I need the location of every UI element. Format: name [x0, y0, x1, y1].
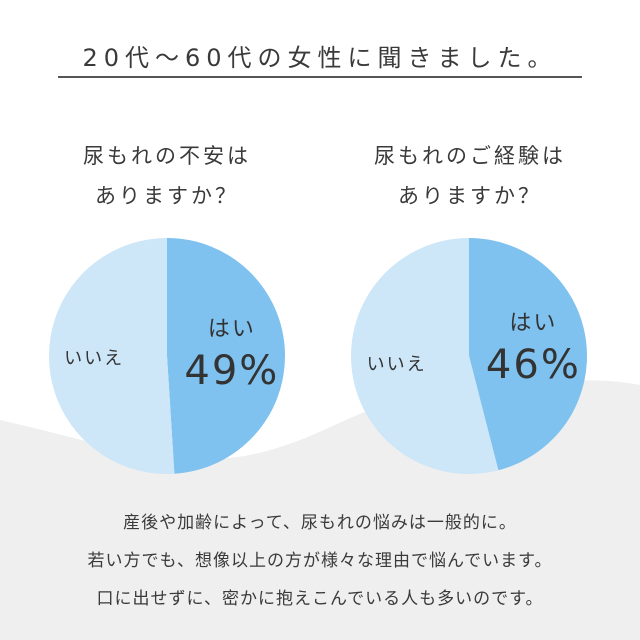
pie-slice-yes [469, 238, 587, 471]
question-2: 尿もれのご経験は ありますか？ [340, 136, 600, 216]
title-underline [58, 76, 582, 78]
pie-slice-no [351, 237, 499, 474]
footer-line-3: 口に出せずに、密かに抱えこんでいる人も多いのです。 [96, 589, 544, 609]
pie-chart-2: はい 46% いいえ [351, 237, 587, 474]
pie-percent-yes: 49% [184, 348, 279, 394]
pie-chart-1: はい 49% いいえ [48, 238, 285, 474]
question-1-line-2: ありますか？ [95, 184, 239, 208]
question-1-line-1: 尿もれの不安は [83, 144, 251, 168]
footer-line-2: 若い方でも、想像以上の方が様々な理由で悩んでいます。 [87, 551, 553, 571]
pie-label-yes: はい [208, 317, 256, 342]
pie-percent-yes: 46% [486, 342, 581, 388]
pie-slice-no [48, 238, 175, 474]
pie-label-yes: はい [509, 311, 557, 336]
footer-text: 産後や加齢によって、尿もれの悩みは一般的に。 若い方でも、想像以上の方が様々な理… [0, 504, 640, 618]
pie-label-no: いいえ [367, 354, 427, 375]
page-title: 20代〜60代の女性に聞きました。 [82, 44, 558, 72]
pie-slice-yes [167, 238, 285, 474]
question-2-line-2: ありますか？ [398, 184, 542, 208]
question-1: 尿もれの不安は ありますか？ [37, 136, 297, 216]
footer-line-1: 産後や加齢によって、尿もれの悩みは一般的に。 [123, 513, 517, 533]
question-2-line-1: 尿もれのご経験は [374, 144, 566, 168]
pie-label-no: いいえ [64, 348, 124, 369]
